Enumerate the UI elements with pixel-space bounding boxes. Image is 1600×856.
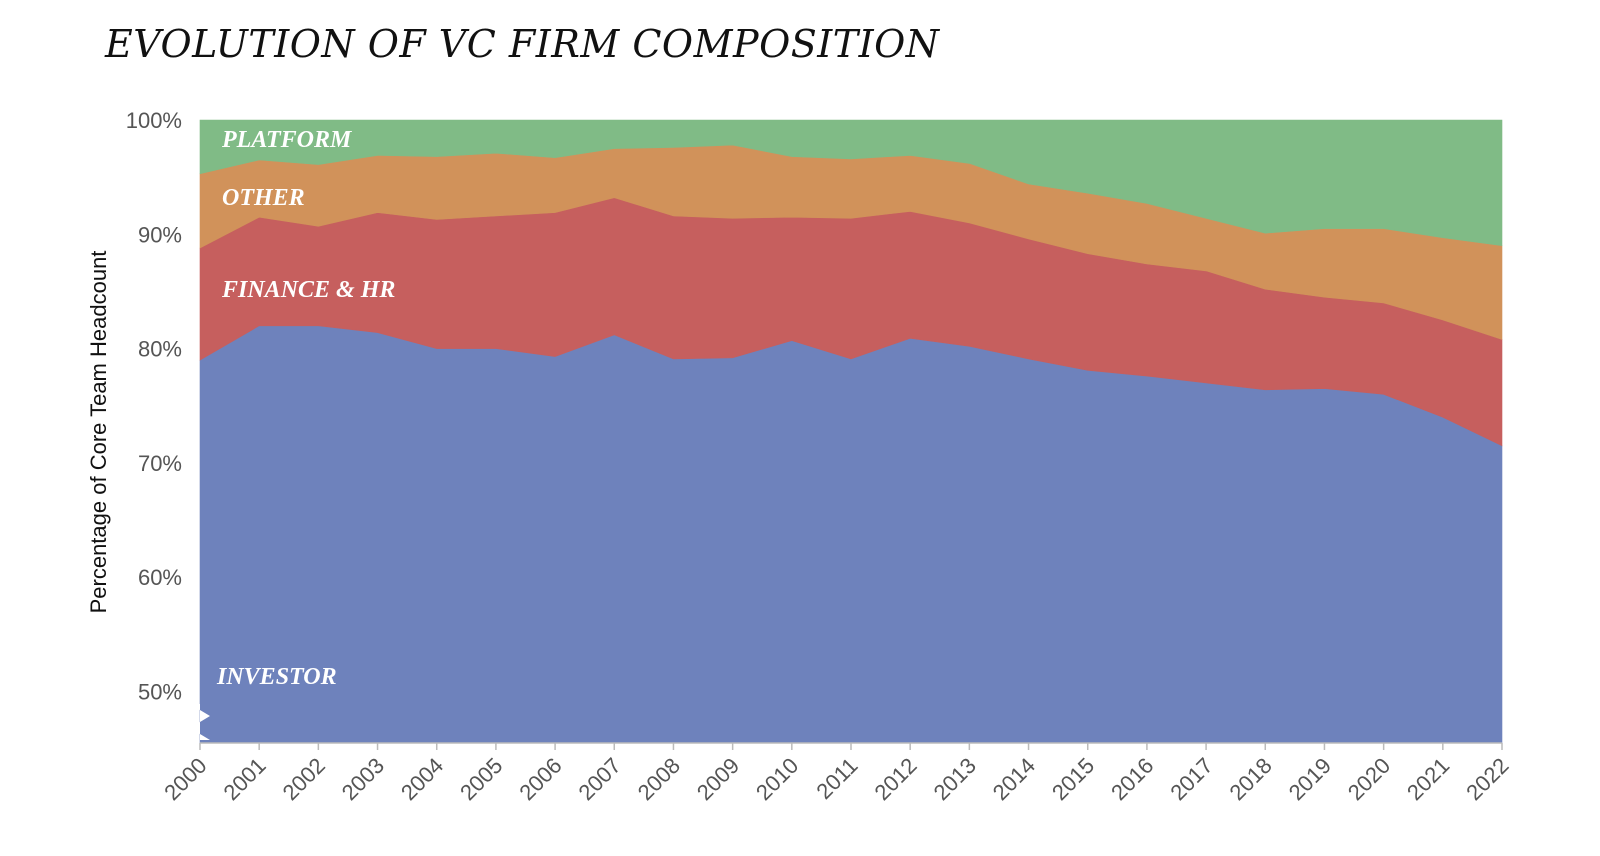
x-tick-label: 2004 [396, 753, 448, 805]
y-tick-label: 50% [138, 680, 182, 705]
x-tick-label: 2012 [869, 753, 921, 805]
area-platform [199, 119, 1503, 247]
y-tick-label: 100% [126, 108, 182, 133]
x-tick-label: 2019 [1284, 753, 1336, 805]
x-tick-label: 2010 [751, 753, 803, 805]
x-tick-label: 2006 [514, 753, 566, 805]
x-tick-label: 2005 [455, 753, 507, 805]
x-tick-label: 2020 [1343, 753, 1395, 805]
y-tick-label: 80% [138, 337, 182, 362]
axis-break-mark [190, 704, 210, 740]
series-label-investor: INVESTOR [216, 664, 337, 690]
x-tick-label: 2013 [929, 753, 981, 805]
y-tick-label: 70% [138, 451, 182, 476]
y-axis-title: Percentage of Core Team Headcount [86, 251, 111, 614]
x-tick-label: 2001 [218, 753, 270, 805]
axis-break-zigzag [190, 704, 210, 740]
x-tick-label: 2008 [633, 753, 685, 805]
x-tick-label: 2011 [811, 753, 862, 804]
x-tick-label: 2022 [1461, 753, 1513, 805]
series-labels: INVESTOR FINANCE & HR OTHER PLATFORM [216, 127, 395, 690]
x-axis: 2000 2001 2002 2003 2004 2005 2006 2007 2008 2009… [159, 742, 1514, 805]
x-tick-label: 2015 [1047, 753, 1099, 805]
series-label-finance-and-hr: FINANCE & HR [221, 277, 395, 303]
chart-title: EVOLUTION OF VC FIRM COMPOSITION [105, 22, 940, 66]
y-axis: 100% 90% 80% 70% 60% 50% Percentage of Core Te… [86, 108, 182, 705]
x-tick-label: 2021 [1402, 753, 1454, 805]
series-label-platform: PLATFORM [221, 127, 353, 153]
y-tick-label: 60% [138, 565, 182, 590]
series-areas [199, 119, 1503, 744]
x-tick-label: 2017 [1165, 753, 1217, 805]
x-tick-label: 2003 [337, 753, 389, 805]
x-tick-label: 2014 [988, 753, 1040, 805]
y-tick-label: 90% [138, 222, 182, 247]
x-tick-label: 2009 [692, 753, 744, 805]
x-tick-label: 2018 [1225, 753, 1277, 805]
x-tick-label: 2007 [574, 753, 626, 805]
x-tick-label: 2016 [1106, 753, 1158, 805]
x-tick-label: 2002 [278, 753, 330, 805]
x-tick-label: 2000 [159, 753, 211, 805]
series-label-other: OTHER [222, 185, 305, 211]
